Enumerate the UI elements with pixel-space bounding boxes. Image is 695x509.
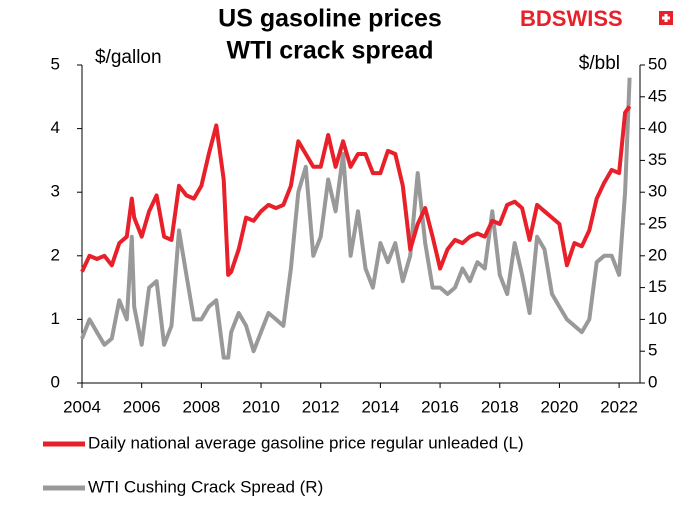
y-tick-label: 5: [51, 54, 60, 73]
logo: BDSWISS: [520, 6, 623, 31]
y2-tick-label: 20: [648, 245, 667, 264]
y2-tick-label: 50: [648, 54, 667, 73]
x-tick-label: 2010: [242, 397, 280, 416]
logo-cross: [662, 14, 670, 22]
y2-tick-label: 25: [648, 213, 667, 232]
chart-title: WTI crack spread: [226, 37, 433, 65]
y2-axis-label: $/bbl: [579, 53, 620, 74]
y2-tick-label: 0: [648, 372, 657, 391]
y2-tick-label: 40: [648, 118, 667, 137]
y2-tick-label: 30: [648, 182, 667, 201]
y-tick-label: 0: [51, 372, 60, 391]
y-tick-label: 4: [51, 118, 60, 137]
legend-label: WTI Cushing Crack Spread (R): [88, 477, 323, 496]
y2-tick-label: 35: [648, 150, 667, 169]
legend-label: Daily national average gasoline price re…: [88, 433, 524, 452]
y2-tick-label: 10: [648, 309, 667, 328]
y-tick-label: 2: [51, 245, 60, 264]
y-axis-label: $/gallon: [95, 47, 162, 68]
y-tick-label: 3: [51, 182, 60, 201]
series-line: [80, 105, 632, 277]
x-tick-label: 2004: [63, 397, 101, 416]
y2-tick-label: 5: [648, 341, 657, 360]
x-tick-label: 2016: [421, 397, 459, 416]
x-tick-label: 2014: [361, 397, 399, 416]
series-line: [80, 77, 632, 360]
x-tick-label: 2020: [541, 397, 579, 416]
x-tick-label: 2018: [481, 397, 519, 416]
x-tick-label: 2006: [123, 397, 161, 416]
x-tick-label: 2008: [182, 397, 220, 416]
y2-tick-label: 15: [648, 277, 667, 296]
y-tick-label: 1: [51, 309, 60, 328]
y2-tick-label: 45: [648, 86, 667, 105]
x-tick-label: 2022: [600, 397, 638, 416]
x-tick-label: 2012: [302, 397, 340, 416]
chart-title: US gasoline prices: [218, 5, 442, 33]
